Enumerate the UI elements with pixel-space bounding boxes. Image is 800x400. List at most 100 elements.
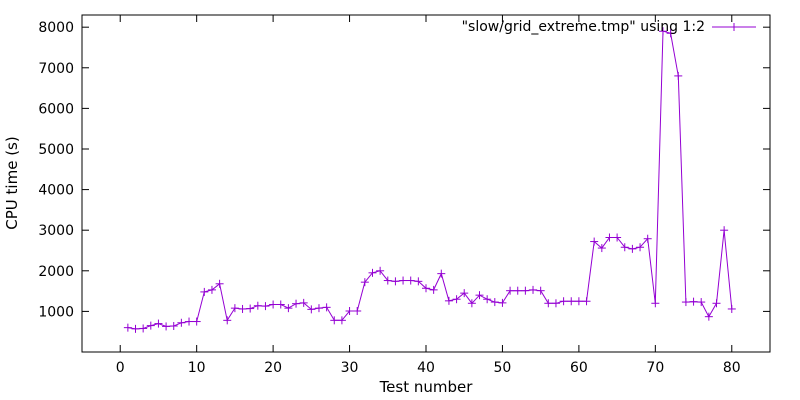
data-point — [314, 304, 323, 313]
data-point — [506, 286, 515, 295]
data-point — [452, 295, 461, 304]
data-point — [215, 279, 224, 288]
data-point — [704, 312, 713, 321]
data-point — [322, 303, 331, 312]
data-point — [490, 298, 499, 307]
data-point — [223, 316, 232, 325]
data-point — [253, 301, 262, 310]
data-point — [620, 243, 629, 252]
data-point — [681, 298, 690, 307]
data-point — [330, 316, 339, 325]
data-point — [597, 244, 606, 253]
x-tick-label: 20 — [264, 360, 282, 376]
data-point — [636, 243, 645, 252]
data-point — [353, 306, 362, 315]
data-point — [605, 233, 614, 242]
y-tick-label: 7000 — [38, 61, 74, 77]
data-point — [345, 306, 354, 315]
data-point — [674, 71, 683, 80]
data-point — [391, 277, 400, 286]
data-point — [131, 324, 140, 333]
x-tick-label: 30 — [341, 360, 359, 376]
data-point — [307, 305, 316, 314]
data-point — [582, 297, 591, 306]
data-point — [422, 284, 430, 293]
series-layer — [123, 27, 736, 333]
data-point — [192, 317, 201, 326]
data-point — [475, 291, 484, 300]
data-point — [467, 299, 476, 308]
y-tick-label: 6000 — [38, 101, 74, 117]
x-tick-label: 50 — [494, 360, 512, 376]
data-point — [628, 244, 637, 253]
data-point — [154, 319, 163, 328]
data-point — [559, 297, 568, 306]
data-point — [712, 299, 721, 308]
data-point — [666, 29, 675, 38]
data-point — [299, 298, 308, 307]
x-axis-label: Test number — [379, 378, 474, 396]
data-point — [536, 286, 545, 295]
data-point — [169, 322, 178, 331]
data-point — [360, 278, 369, 287]
legend: "slow/grid_extreme.tmp" using 1:2 — [462, 19, 756, 35]
x-tick-label: 80 — [723, 360, 741, 376]
data-point — [544, 299, 553, 308]
data-point — [521, 286, 530, 295]
data-point — [269, 300, 278, 309]
data-point — [162, 322, 171, 331]
data-point — [727, 304, 736, 313]
y-tick-label: 2000 — [38, 264, 74, 280]
data-point — [444, 296, 453, 305]
data-point — [185, 317, 194, 326]
y-tick-label: 8000 — [38, 20, 74, 36]
y-tick-label: 5000 — [38, 142, 74, 158]
x-tick-label: 70 — [646, 360, 664, 376]
data-point — [207, 285, 216, 294]
data-point — [567, 297, 576, 306]
data-point — [276, 300, 285, 309]
data-point — [590, 237, 599, 246]
data-point — [177, 318, 186, 327]
y-axis-label: CPU time (s) — [3, 136, 21, 229]
data-point — [292, 299, 301, 308]
data-point — [429, 285, 438, 294]
data-point — [697, 298, 706, 307]
legend-marker — [730, 23, 738, 31]
data-point — [460, 289, 469, 298]
x-tick-label: 60 — [570, 360, 588, 376]
data-point — [498, 298, 507, 307]
data-point — [437, 269, 446, 278]
data-point — [200, 287, 209, 296]
x-tick-label: 0 — [116, 360, 125, 376]
data-point — [383, 276, 392, 285]
y-tick-label: 4000 — [38, 183, 74, 199]
y-tick-label: 1000 — [38, 304, 74, 320]
data-point — [230, 304, 239, 313]
data-point — [720, 226, 729, 235]
x-tick-label: 10 — [188, 360, 206, 376]
data-point — [284, 304, 293, 313]
data-point — [414, 277, 423, 286]
data-point — [513, 286, 522, 295]
data-point — [529, 285, 538, 294]
data-point — [261, 302, 270, 311]
data-point — [643, 234, 652, 243]
data-point — [689, 297, 698, 306]
y-tick-label: 3000 — [38, 223, 74, 239]
data-point — [574, 297, 583, 306]
legend-label: "slow/grid_extreme.tmp" using 1:2 — [462, 19, 705, 35]
data-point — [406, 276, 415, 285]
data-point — [238, 304, 247, 313]
data-point — [123, 323, 132, 332]
data-point — [613, 233, 622, 242]
data-point — [368, 268, 377, 277]
data-point — [651, 299, 660, 308]
data-point — [146, 321, 155, 330]
y-axis: 1000 2000 3000 4000 5000 6000 7000 8000 — [38, 20, 770, 320]
plot-frame — [81, 14, 771, 353]
data-point — [337, 316, 346, 325]
data-point — [246, 304, 255, 313]
data-point — [658, 27, 667, 36]
